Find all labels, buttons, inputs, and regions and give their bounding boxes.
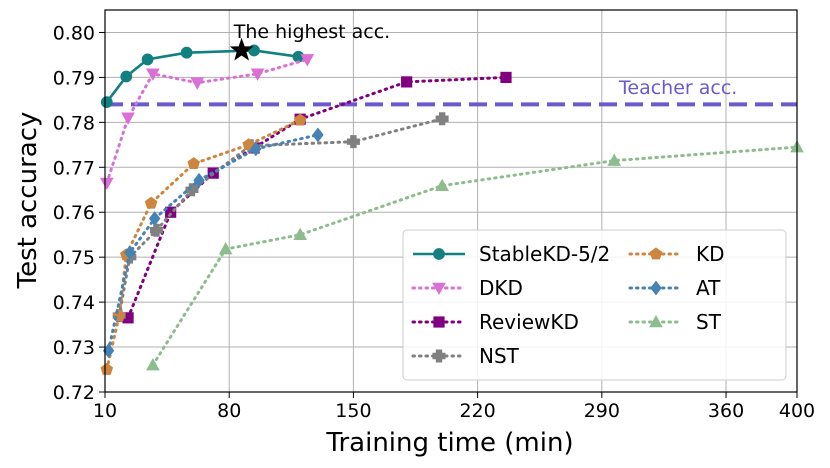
data-point xyxy=(180,46,193,59)
legend-label: AT xyxy=(696,276,721,300)
data-point xyxy=(146,68,160,81)
data-point xyxy=(432,282,446,296)
legend-label: NST xyxy=(479,344,520,368)
y-tick-label: 0.77 xyxy=(53,157,95,179)
data-point xyxy=(346,135,360,149)
data-point xyxy=(250,68,265,81)
x-tick-label: 400 xyxy=(779,400,815,422)
x-axis-title: Training time (min) xyxy=(325,428,573,458)
legend-item: KD xyxy=(628,242,725,266)
data-point xyxy=(99,177,114,191)
data-point xyxy=(500,71,512,84)
series-stablekd-5-2 xyxy=(100,44,305,109)
data-point xyxy=(649,314,663,328)
y-tick-label: 0.79 xyxy=(53,67,95,89)
y-tick-label: 0.80 xyxy=(53,22,95,44)
x-tick-label: 360 xyxy=(708,400,744,422)
y-tick-label: 0.78 xyxy=(53,112,95,134)
legend-item: ST xyxy=(628,310,722,334)
legend-item: AT xyxy=(628,276,721,300)
data-point xyxy=(650,280,662,296)
data-point xyxy=(432,349,446,363)
data-point xyxy=(312,127,324,143)
data-point xyxy=(146,358,160,371)
legend: StableKD-5/2 DKD ReviewKD NST KD AT ST xyxy=(402,229,787,381)
y-tick-label: 0.76 xyxy=(53,202,95,224)
data-point xyxy=(607,153,622,166)
data-point xyxy=(185,183,199,197)
ticks: 10 80 150 220 290 360 400 0.72 0.73 0.74 0.75 0.76 0… xyxy=(53,22,815,422)
data-point xyxy=(187,157,201,170)
series-line xyxy=(107,133,320,353)
data-point xyxy=(148,211,161,226)
y-axis-title: Test accuracy xyxy=(13,112,43,290)
data-point xyxy=(293,227,308,241)
data-point xyxy=(165,206,177,218)
data-point xyxy=(649,247,663,260)
y-tick-label: 0.75 xyxy=(53,247,95,269)
data-point xyxy=(141,53,154,66)
data-point xyxy=(121,112,135,125)
x-tick-label: 220 xyxy=(459,400,495,422)
data-point xyxy=(124,245,136,261)
series-at xyxy=(102,127,324,359)
data-point xyxy=(435,112,449,126)
legend-label: StableKD-5/2 xyxy=(479,242,610,266)
legend-label: ST xyxy=(696,310,722,334)
legend-item: ReviewKD xyxy=(411,310,579,334)
legend-label: ReviewKD xyxy=(479,310,579,334)
legend-label: DKD xyxy=(479,276,523,300)
teacher-label: Teacher acc. xyxy=(618,77,737,99)
highest-acc-star xyxy=(229,37,254,61)
legend-label: KD xyxy=(696,242,725,266)
highest-acc-label: The highest acc. xyxy=(233,21,390,43)
data-point xyxy=(144,196,158,209)
data-point xyxy=(120,70,133,83)
data-point xyxy=(190,77,205,90)
data-point xyxy=(100,362,114,375)
series-st xyxy=(146,140,804,371)
data-point xyxy=(250,141,262,157)
legend-item: NST xyxy=(411,344,520,368)
data-point xyxy=(149,223,163,237)
series-line xyxy=(105,57,309,185)
series-kd xyxy=(100,113,307,375)
data-point xyxy=(433,316,445,328)
legend-item: DKD xyxy=(411,276,523,300)
data-point xyxy=(433,248,445,260)
data-point xyxy=(293,113,307,126)
plot-frame xyxy=(104,9,798,393)
series-layer xyxy=(99,44,804,375)
y-tick-label: 0.73 xyxy=(53,337,95,359)
data-point xyxy=(193,172,205,188)
y-tick-label: 0.74 xyxy=(53,292,95,314)
data-point xyxy=(218,242,233,255)
data-point xyxy=(401,76,413,88)
series-line xyxy=(105,49,299,103)
data-point xyxy=(435,178,449,192)
x-tick-label: 10 xyxy=(93,400,117,422)
star-icon xyxy=(229,37,254,61)
legend-item: StableKD-5/2 xyxy=(413,242,610,266)
series-line xyxy=(151,145,799,367)
x-tick-label: 290 xyxy=(584,400,620,422)
x-tick-label: 150 xyxy=(335,400,371,422)
series-dkd xyxy=(99,54,315,191)
legend-box xyxy=(402,229,787,381)
x-tick-label: 80 xyxy=(217,400,241,422)
data-point xyxy=(100,96,113,109)
y-tick-label: 0.72 xyxy=(53,382,95,404)
data-point xyxy=(300,54,315,67)
